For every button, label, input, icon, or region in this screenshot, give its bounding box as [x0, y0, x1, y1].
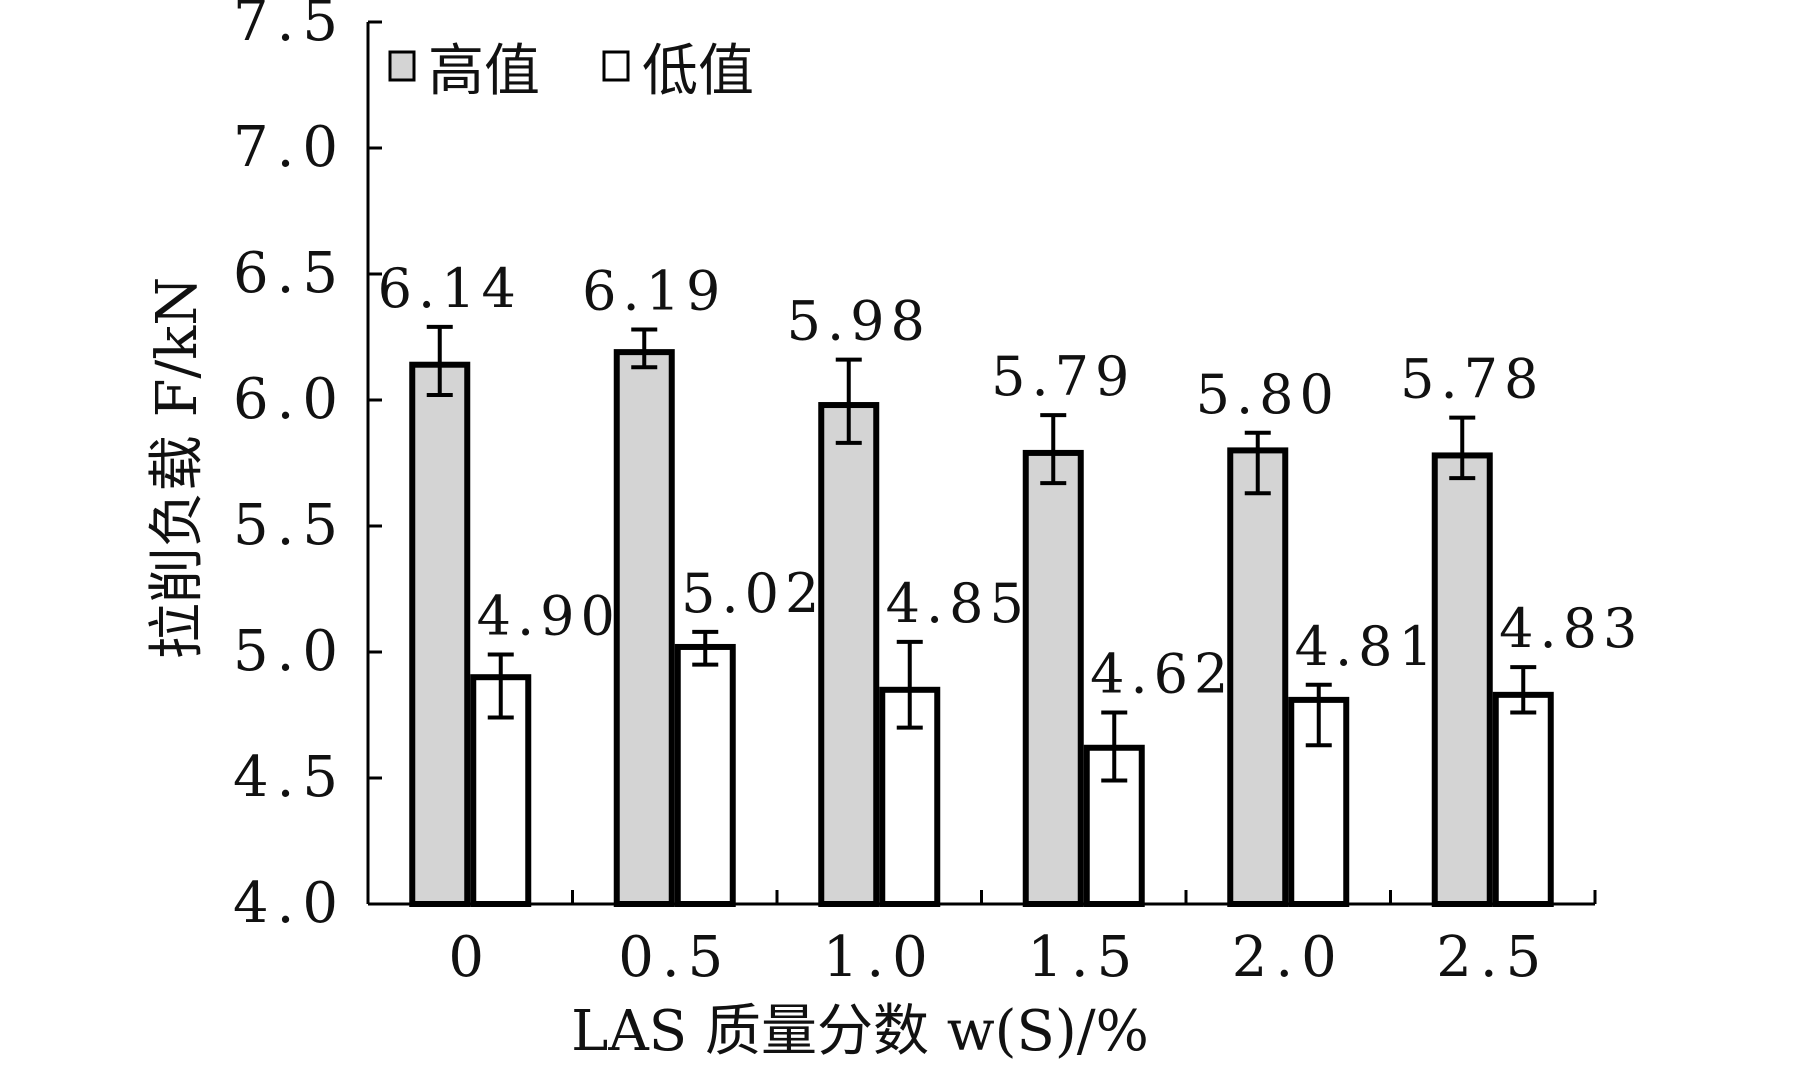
y-tick-label: 7.0	[233, 115, 346, 180]
legend: 高值 低值	[388, 39, 754, 104]
y-tick-label: 5.0	[233, 619, 346, 684]
data-label-high: 6.14	[378, 257, 522, 320]
x-tick-label: 1.0	[823, 925, 936, 990]
x-tick-label: 2.0	[1232, 925, 1345, 990]
data-label-high: 5.78	[1400, 348, 1544, 411]
y-tick-label: 7.5	[233, 0, 346, 54]
data-label-low: 4.90	[477, 585, 621, 648]
x-tick-label: 1.5	[1027, 925, 1140, 990]
labels-layer: 6.14 4.90 6.19 5.02 5.98 4.85 5.79 4.62 5.80 4.81…	[378, 257, 1643, 706]
legend-swatch-high	[388, 50, 416, 82]
axis-layer: 4.0 4.5 5.0 5.5 6.0 6.5 7.0 7.5 0 0.5 1.0 1.5 2.0 2.5	[233, 0, 1597, 990]
bar-high	[818, 402, 880, 907]
y-axis-title: 拉削负载 F/kN	[145, 277, 210, 659]
data-label-high: 6.19	[582, 259, 726, 322]
y-tick-label: 4.5	[233, 745, 346, 810]
x-tick-label: 0.5	[618, 925, 731, 990]
data-label-low: 4.85	[886, 572, 1030, 635]
data-label-high: 5.98	[787, 290, 931, 353]
legend-label-high: 高值	[428, 39, 540, 104]
y-tick-label: 6.0	[233, 367, 346, 432]
y-tick-label: 4.0	[233, 871, 346, 936]
bar-low	[1492, 691, 1554, 908]
y-tick-label: 6.5	[233, 241, 346, 306]
data-label-low: 5.02	[681, 562, 825, 625]
data-label-low: 4.81	[1295, 615, 1439, 678]
legend-label-low: 低值	[642, 39, 754, 104]
bar-high	[1227, 447, 1289, 907]
data-label-low: 4.83	[1499, 597, 1643, 660]
bar-high	[409, 361, 471, 908]
y-tick-label: 5.5	[233, 493, 346, 558]
data-label-high: 5.79	[991, 345, 1135, 408]
legend-swatch-low	[602, 50, 630, 82]
data-label-high: 5.80	[1196, 363, 1340, 426]
bar-low	[674, 643, 736, 908]
bar-high	[1022, 449, 1084, 907]
bars-layer	[409, 324, 1554, 908]
data-label-low: 4.62	[1090, 642, 1234, 705]
bar-high	[1431, 452, 1493, 907]
x-axis-title: LAS 质量分数 w(S)/%	[571, 999, 1149, 1064]
bar-high	[613, 349, 675, 907]
x-tick-label: 2.5	[1436, 925, 1549, 990]
x-tick-label: 0	[448, 925, 492, 990]
